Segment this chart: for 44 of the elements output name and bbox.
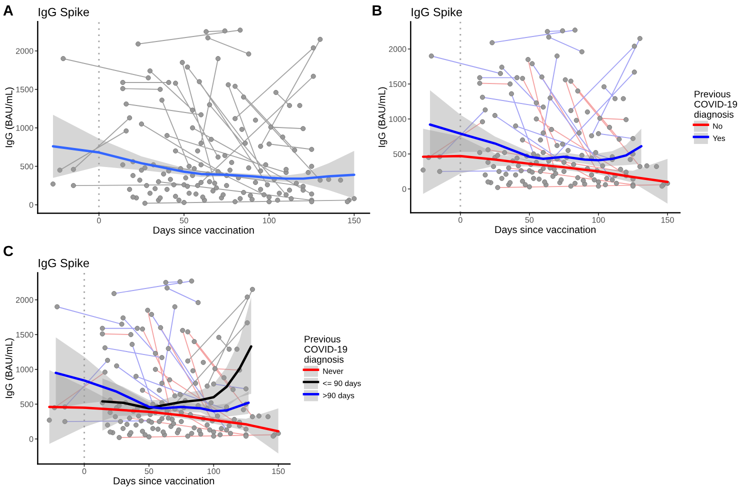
- x-tick-label: 100: [208, 468, 220, 474]
- x-tick-label: 100: [592, 217, 605, 223]
- x-tick-label: 50: [180, 218, 188, 224]
- y-axis-title: IgG (BAU/mL): [5, 88, 14, 148]
- y-axis-title: IgG (BAU/mL): [378, 87, 388, 147]
- x-tick-label: 50: [144, 468, 154, 474]
- text: A: [3, 5, 14, 16]
- y-tick-label: 2000: [16, 48, 34, 54]
- chart-title: IgG Spike: [38, 258, 90, 270]
- x-tick-label: 0: [82, 468, 86, 474]
- text: C: [4, 246, 14, 256]
- y-tick-label: 2000: [388, 46, 406, 52]
- y-tick-label: 500: [20, 164, 34, 170]
- y-tick-label: 500: [20, 401, 34, 408]
- x-axis-title: Days since vaccination: [154, 226, 254, 236]
- chart-title: IgG Spike: [38, 8, 90, 19]
- x-tick-label: 0: [97, 218, 101, 224]
- y-tick-label: 500: [393, 151, 406, 157]
- chart-title: IgG Spike: [412, 8, 462, 19]
- text: B: [372, 5, 382, 16]
- x-tick-label: 150: [348, 218, 361, 224]
- line-series: [428, 123, 642, 162]
- y-tick-label: 1500: [389, 81, 406, 87]
- x-tick-label: 150: [272, 468, 285, 474]
- y-axis-title: IgG (BAU/mL): [5, 338, 14, 398]
- y-tick-label: 1000: [389, 116, 406, 122]
- y-tick-label: 0: [29, 202, 34, 208]
- y-tick-label: 1500: [16, 86, 34, 92]
- x-axis-title: Days since vaccination: [495, 226, 596, 236]
- x-tick-label: 100: [263, 218, 276, 224]
- y-tick-label: 1000: [16, 125, 34, 131]
- x-tick-label: 50: [525, 217, 534, 223]
- x-axis-title: Days since vaccination: [114, 477, 214, 486]
- y-tick-label: 1500: [16, 332, 34, 338]
- y-tick-label: 2000: [16, 297, 34, 303]
- x-tick-label: 0: [458, 217, 462, 223]
- legend-title: Previous COVID-19 diagnosis: [694, 90, 738, 120]
- legend-title: Previous COVID-19 diagnosis: [304, 336, 348, 365]
- y-tick-label: 0: [29, 436, 34, 442]
- y-tick-label: 0: [402, 186, 406, 192]
- x-tick-label: 150: [661, 217, 674, 223]
- line-series: [54, 372, 250, 412]
- line-series: [101, 345, 252, 410]
- y-tick-label: 1000: [16, 366, 34, 372]
